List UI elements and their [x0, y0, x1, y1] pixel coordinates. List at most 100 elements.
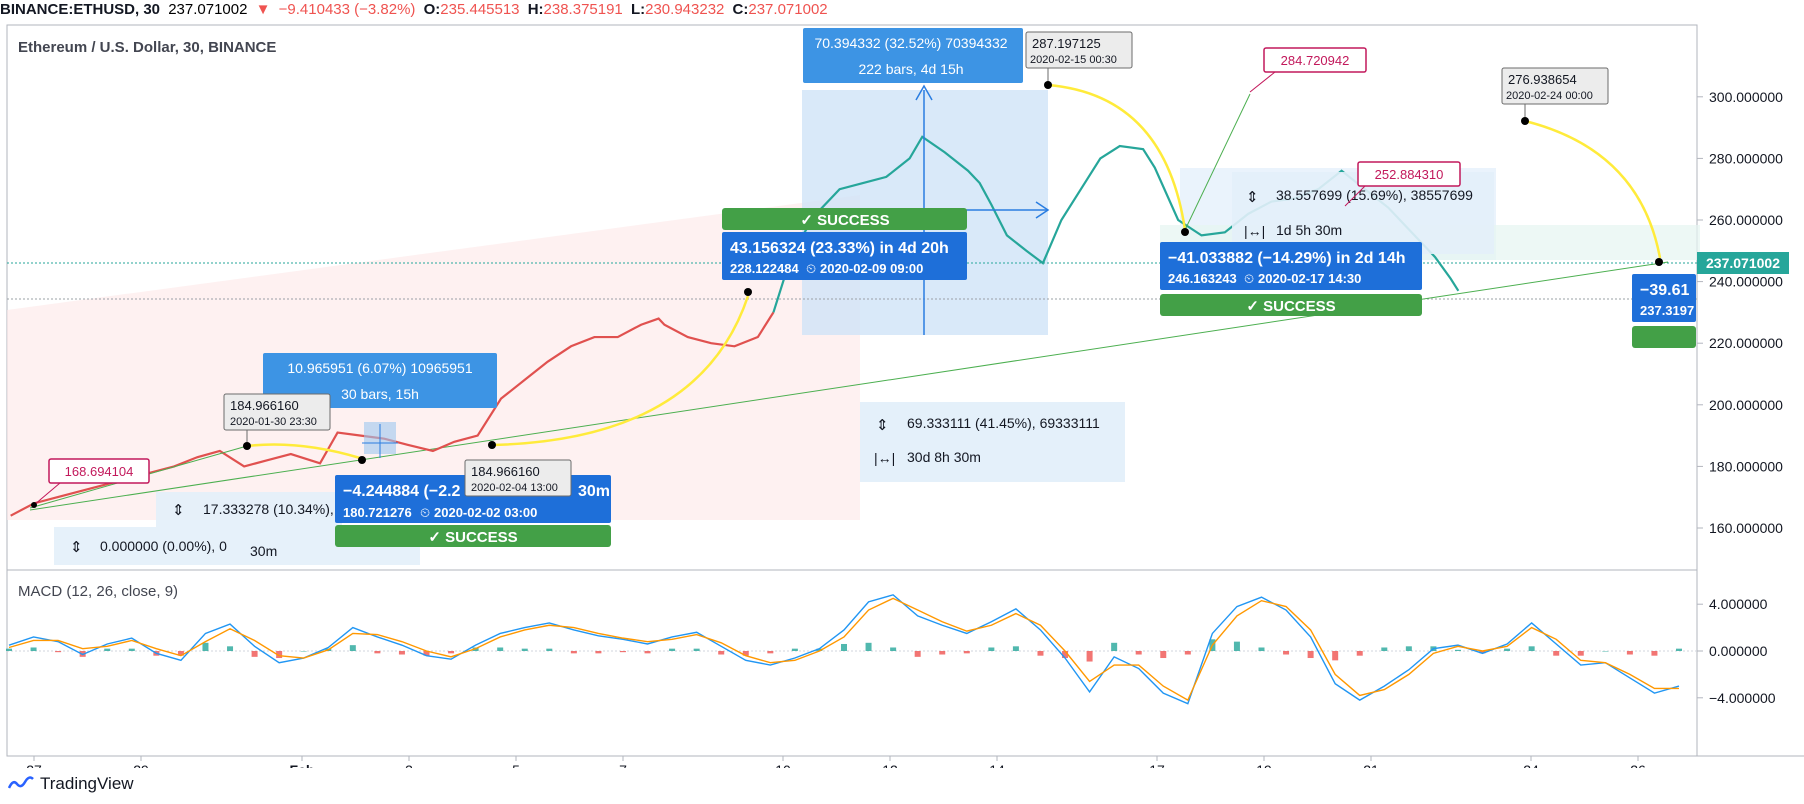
macd-axis[interactable]: 4.000000 0.000000 −4.000000	[1697, 596, 1776, 706]
measure-0-line2: 30m	[250, 543, 277, 559]
measure-box-17333[interactable]: ⇕ 17.333278 (10.34%),	[156, 492, 342, 527]
projection-arc-4	[1524, 119, 1662, 259]
macd-pane[interactable]	[6, 569, 1698, 757]
y-tick-label: 160.000000	[1709, 520, 1783, 536]
callout-287-time: 2020-02-15 00:30	[1030, 54, 1117, 66]
macd-histogram-bar	[276, 651, 283, 659]
x-tick-label: 21	[1363, 762, 1379, 768]
macd-histogram-bar	[448, 651, 455, 654]
macd-histogram-bar	[1479, 651, 1486, 654]
target-4244-line2: 180.721276	[343, 505, 412, 520]
target-39-line1: −39.61	[1640, 282, 1689, 299]
clock-icon: ⏲	[806, 261, 816, 276]
success-badge-4	[1632, 326, 1696, 348]
macd-histogram-bar	[1332, 651, 1339, 661]
x-tick-label: 5	[512, 762, 520, 768]
callout-184a-time: 2020-01-30 23:30	[230, 416, 317, 428]
target-41033-line2: 246.163243	[1168, 271, 1237, 286]
callout-284[interactable]: 284.720942	[1249, 47, 1367, 93]
projection-arc-1	[246, 443, 361, 460]
x-tick-label: 17	[1149, 762, 1165, 768]
macd-histogram-bar	[644, 651, 651, 654]
target-box-41033[interactable]: −41.033882 (−14.29%) in 2d 14h 246.16324…	[1160, 242, 1422, 290]
macd-histogram-bar	[1504, 648, 1511, 651]
x-tick-label: 27	[26, 762, 42, 768]
macd-histogram-bar	[1283, 651, 1290, 655]
last-price: 237.071002	[168, 1, 248, 18]
clock-icon: ⏲	[1244, 271, 1254, 286]
macd-title: MACD (12, 26, close, 9)	[18, 583, 178, 600]
x-tick-label: 12	[882, 762, 898, 768]
measure-10965-line1: 10.965951 (6.07%) 10965951	[287, 360, 472, 376]
target-39-line2: 237.3197	[1640, 303, 1694, 318]
macd-histogram-bar	[202, 642, 209, 651]
price-chart[interactable]: ⇕ 0.000000 (0.00%), 0 30m ⇕ 17.333278 (1…	[0, 22, 1804, 768]
macd-tick-label: 0.000000	[1709, 643, 1768, 659]
x-tick-label: 7	[619, 762, 627, 768]
macd-histogram-bar	[1356, 651, 1363, 656]
macd-histogram-bar	[890, 647, 897, 651]
measure-70394-line1: 70.394332 (32.52%) 70394332	[814, 35, 1007, 51]
macd-histogram-bar	[1626, 651, 1633, 655]
macd-histogram-bar	[693, 648, 700, 651]
measure-width-icon: |↔|	[874, 450, 895, 466]
callout-184a[interactable]: 184.966160 2020-01-30 23:30	[223, 393, 331, 444]
x-tick-label: Feb	[290, 762, 315, 768]
measure-10965-line2: 30 bars, 15h	[341, 386, 419, 402]
y-tick-label: 180.000000	[1709, 458, 1783, 474]
target-4244-tail: 30m	[578, 483, 610, 500]
x-tick-label: 14	[989, 762, 1005, 768]
macd-histogram-bar	[374, 651, 381, 654]
target-box-43156[interactable]: 43.156324 (23.33%) in 4d 20h 228.122484 …	[722, 232, 967, 280]
target-41033-line1: −41.033882 (−14.29%) in 2d 14h	[1168, 250, 1405, 267]
low-label: L:	[630, 1, 646, 18]
macd-histogram-bar	[1012, 646, 1019, 651]
macd-histogram-bar	[1307, 651, 1314, 659]
macd-histogram-bar	[1258, 647, 1265, 651]
callout-184b[interactable]: 184.966160 2020-02-04 13:00	[464, 459, 572, 497]
macd-histogram-bar	[963, 651, 970, 654]
macd-histogram-bar	[1651, 651, 1658, 656]
close-label: C:	[732, 1, 749, 18]
macd-line	[8, 594, 1680, 705]
measure-69333-line2: 30d 8h 30m	[907, 449, 981, 465]
success-label: SUCCESS	[445, 529, 518, 546]
anchor-dot	[1655, 258, 1663, 266]
callout-168[interactable]: 168.694104	[33, 458, 150, 506]
macd-histogram-bar	[398, 651, 405, 655]
macd-histogram-bar	[1111, 642, 1118, 651]
measure-box-70394[interactable]: 70.394332 (32.52%) 70394332 222 bars, 4d…	[803, 28, 1023, 83]
success-badge-2: ✓ SUCCESS	[722, 208, 967, 230]
callout-184b-price: 184.966160	[471, 464, 540, 479]
measure-width-icon: |↔|	[1244, 223, 1265, 239]
measure-box-69333[interactable]: ⇕ 69.333111 (41.45%), 69333111 |↔| 30d 8…	[860, 402, 1125, 482]
anchor-dot	[488, 441, 496, 449]
success-label: SUCCESS	[817, 212, 890, 229]
macd-histogram-bar	[791, 648, 798, 651]
tradingview-logo-icon	[8, 776, 34, 789]
change-arrow-icon: ▼	[255, 1, 271, 18]
macd-histogram-bar	[349, 645, 356, 651]
measure-0-line1: 0.000000 (0.00%), 0	[100, 538, 227, 554]
anchor-dot	[1044, 81, 1052, 89]
anchor-dot	[243, 442, 251, 450]
macd-histogram-bar	[251, 651, 258, 657]
macd-histogram-bar	[767, 651, 774, 654]
price-axis[interactable]: 300.000000 280.000000 260.000000 240.000000…	[1697, 89, 1783, 536]
trend-segment-right	[1184, 93, 1251, 231]
macd-histogram-bar	[939, 651, 946, 655]
current-price-label: 237.071002	[1706, 255, 1780, 271]
callout-252[interactable]: 252.884310	[1344, 161, 1461, 207]
success-badge-3: ✓ SUCCESS	[1160, 294, 1422, 316]
callout-276[interactable]: 276.938654 2020-02-24 00:00	[1501, 67, 1609, 119]
target-box-39[interactable]: −39.61 237.3197	[1632, 274, 1696, 322]
high-label: H:	[527, 1, 544, 18]
callout-287[interactable]: 287.197125 2020-02-15 00:30	[1025, 31, 1133, 84]
time-axis[interactable]: 27 29 Feb 3 5 7 10 12 14 17 19 21 24 26	[26, 756, 1646, 768]
high-value: 238.375191	[543, 1, 623, 18]
measure-38557-line2: 1d 5h 30m	[1276, 222, 1342, 238]
macd-histogram-bar	[55, 651, 62, 653]
current-price-badge	[1697, 252, 1789, 274]
macd-histogram-bar	[718, 651, 725, 655]
macd-histogram-bar	[865, 642, 872, 651]
